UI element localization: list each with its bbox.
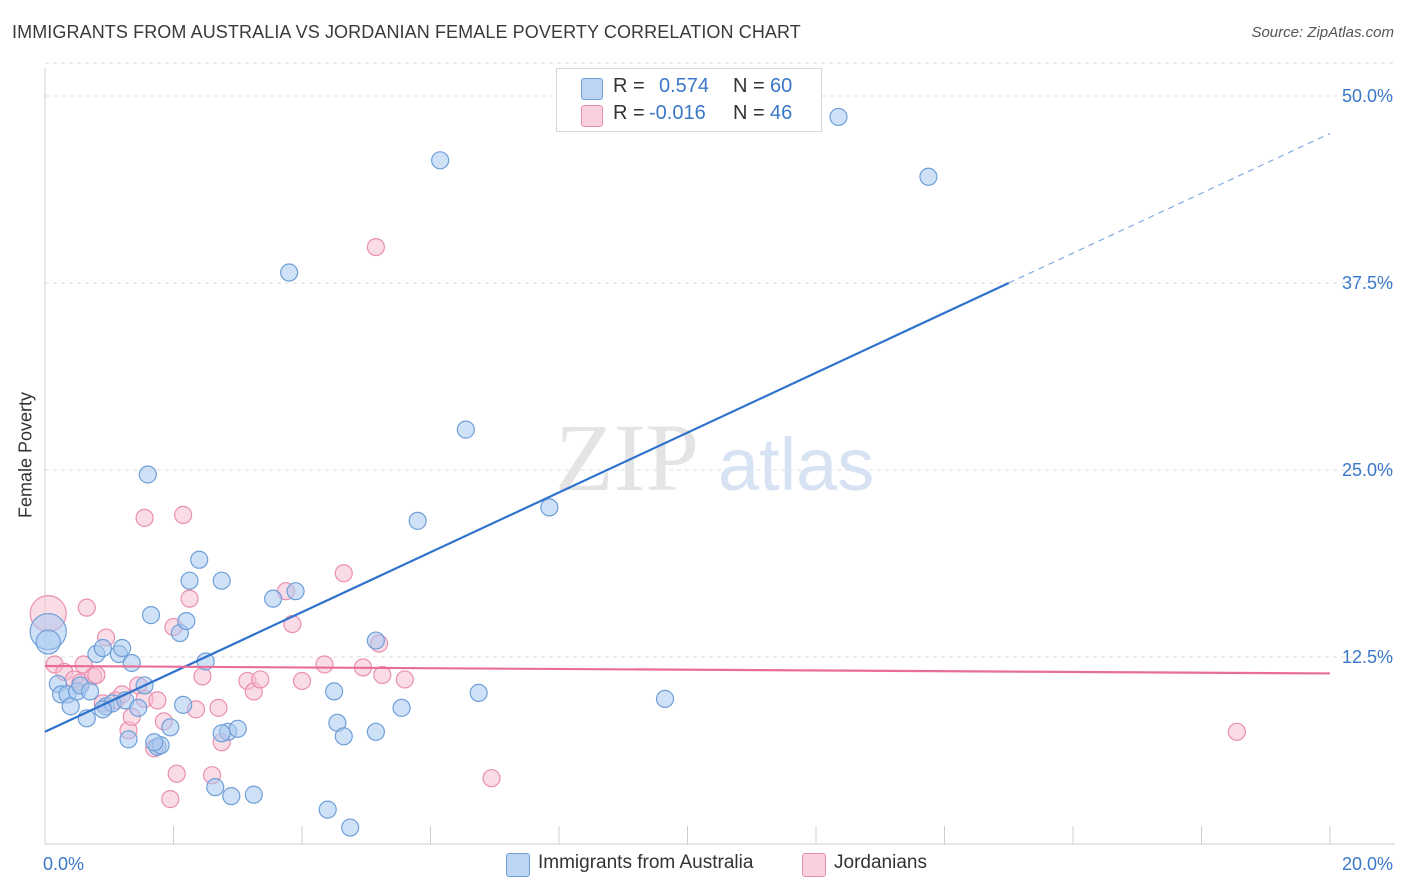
data-point — [408, 511, 427, 530]
legend-n-value: 60 — [770, 75, 793, 97]
data-point — [74, 655, 93, 674]
trend-line-australia — [44, 282, 1010, 733]
data-point — [334, 564, 353, 583]
data-point — [212, 571, 231, 590]
data-point — [174, 505, 193, 524]
data-point — [392, 698, 411, 717]
data-point — [829, 107, 848, 127]
data-point — [318, 800, 337, 819]
data-point — [456, 420, 475, 439]
data-point — [286, 582, 305, 601]
data-point — [334, 727, 353, 746]
data-point — [655, 689, 675, 708]
gridlines — [45, 62, 1395, 658]
data-point — [35, 629, 61, 655]
legend-r-value: -0.016 — [649, 102, 706, 124]
y-tick-label: 50.0% — [1342, 86, 1393, 106]
legend-n-label: N = — [733, 75, 765, 97]
data-point — [283, 614, 302, 634]
data-point — [141, 606, 161, 625]
data-point — [138, 465, 157, 484]
trend-line-australia-extension — [1008, 132, 1331, 284]
data-point — [167, 764, 186, 783]
data-point — [77, 598, 96, 617]
data-point — [180, 571, 199, 590]
trend-lines — [44, 132, 1331, 733]
data-point — [228, 719, 247, 738]
australia-points — [29, 107, 938, 837]
watermark-atlas: atlas — [718, 423, 874, 506]
data-point — [93, 638, 112, 658]
legend-label: Immigrants from Australia — [538, 852, 754, 873]
data-point — [161, 718, 180, 737]
legend-n-value: 46 — [770, 102, 793, 124]
data-point — [280, 263, 299, 282]
y-tick-label: 12.5% — [1342, 647, 1393, 667]
legend-swatch-blue — [581, 78, 603, 100]
legend-r-value: 0.574 — [659, 75, 710, 97]
data-point — [212, 724, 231, 743]
axes — [44, 68, 1395, 845]
chart-title: IMMIGRANTS FROM AUSTRALIA VS JORDANIAN F… — [12, 22, 801, 42]
y-tick-label: 37.5% — [1342, 273, 1393, 293]
data-point — [112, 638, 132, 658]
data-point — [148, 691, 167, 710]
data-point — [366, 722, 385, 741]
data-point — [222, 787, 241, 806]
legend-r-label: R = — [613, 102, 645, 124]
data-point — [919, 167, 938, 186]
data-point — [174, 695, 193, 714]
legend-r-label: R = — [613, 75, 645, 97]
data-point — [80, 682, 100, 701]
data-point — [292, 671, 312, 691]
data-point — [193, 667, 212, 686]
tick-labels: 12.5% 25.0% 37.5% 50.0% 0.0% 20.0% — [43, 86, 1393, 874]
data-point — [263, 589, 283, 608]
correlation-legend: R = 0.574 N = 60 R = -0.016 N = 46 — [556, 68, 822, 132]
data-point — [161, 790, 180, 809]
data-point — [395, 670, 414, 689]
data-point — [87, 665, 106, 685]
data-point — [209, 698, 228, 717]
data-point — [366, 631, 385, 650]
watermark-zip: ZIP — [555, 404, 699, 511]
trend-line-jordanians — [44, 664, 1331, 675]
data-point — [122, 653, 141, 673]
data-point — [366, 237, 385, 257]
data-point — [93, 700, 112, 719]
data-point — [325, 682, 344, 701]
legend-label: Jordanians — [834, 852, 927, 873]
legend-swatch-pink — [802, 853, 826, 877]
data-point — [177, 611, 196, 631]
data-point — [206, 778, 225, 797]
data-point — [135, 508, 154, 527]
x-tick-label: 20.0% — [1342, 854, 1393, 874]
data-point — [315, 655, 334, 674]
data-point — [190, 550, 209, 569]
legend-swatch-pink — [581, 105, 603, 127]
data-point — [373, 665, 392, 685]
legend-swatch-blue — [506, 853, 530, 877]
data-point — [61, 697, 80, 716]
data-point — [251, 670, 270, 689]
x-tick-label: 0.0% — [43, 854, 84, 874]
y-axis-label: Female Poverty — [15, 391, 36, 519]
data-point — [1227, 722, 1246, 741]
data-point — [129, 698, 148, 717]
source-credit: Source: ZipAtlas.com — [1251, 24, 1394, 41]
jordanians-points — [29, 237, 1246, 809]
watermark: ZIP atlas — [555, 404, 874, 511]
data-point — [119, 730, 138, 749]
data-point — [540, 498, 559, 517]
data-point — [431, 151, 450, 170]
data-point — [482, 769, 501, 788]
legend-n-label: N = — [733, 102, 765, 124]
data-point — [180, 589, 199, 608]
data-point — [469, 683, 488, 703]
y-tick-label: 25.0% — [1342, 460, 1393, 480]
data-point — [244, 785, 263, 804]
data-point — [341, 818, 360, 837]
data-point — [145, 733, 164, 752]
